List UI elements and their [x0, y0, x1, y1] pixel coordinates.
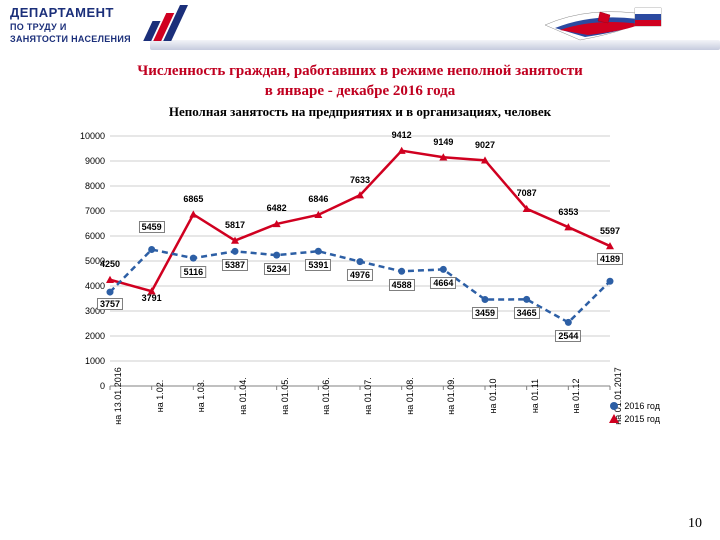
data-point-label: 6846: [308, 194, 328, 204]
data-point-label: 5459: [139, 221, 165, 233]
legend-item: 2016 год: [608, 400, 660, 412]
title-line2: в январе - декабре 2016 года: [265, 83, 455, 99]
data-point-label: 4664: [430, 277, 456, 289]
x-tick-label: на 01.10: [488, 378, 498, 413]
x-tick-label: на 01.05.: [280, 377, 290, 415]
y-tick-label: 1000: [85, 356, 105, 366]
data-point-label: 4189: [597, 253, 623, 265]
data-point-label: 5234: [264, 263, 290, 275]
data-point-label: 3791: [142, 293, 162, 303]
header-bar: ДЕПАРТАМЕНТ ПО ТРУДУ И ЗАНЯТОСТИ НАСЕЛЕН…: [0, 0, 720, 55]
data-point-label: 9149: [433, 137, 453, 147]
data-point-label: 5391: [305, 259, 331, 271]
x-tick-label: на 01.12: [571, 378, 581, 413]
logo-icon: [140, 5, 190, 45]
y-tick-label: 6000: [85, 231, 105, 241]
data-point-label: 6482: [267, 203, 287, 213]
legend-label: 2015 год: [624, 414, 660, 424]
x-tick-label: на 01.06.: [321, 377, 331, 415]
data-point-label: 3465: [514, 307, 540, 319]
employment-line-chart: 0100020003000400050006000700080009000100…: [50, 126, 670, 496]
y-tick-label: 0: [100, 381, 105, 391]
data-point-label: 4976: [347, 269, 373, 281]
data-point-label: 4250: [100, 259, 120, 269]
department-title: ДЕПАРТАМЕНТ: [10, 5, 131, 20]
y-tick-label: 8000: [85, 181, 105, 191]
department-sub1: ПО ТРУДУ И: [10, 22, 131, 32]
x-tick-label: на 01.08.: [405, 377, 415, 415]
department-block: ДЕПАРТАМЕНТ ПО ТРУДУ И ЗАНЯТОСТИ НАСЕЛЕН…: [10, 5, 131, 44]
page-title: Численность граждан, работавших в режиме…: [20, 61, 700, 102]
title-line1: Численность граждан, работавших в режиме…: [137, 63, 583, 79]
data-point-label: 6865: [183, 194, 203, 204]
data-point-label: 3757: [97, 298, 123, 310]
y-tick-label: 4000: [85, 281, 105, 291]
data-point-label: 2544: [555, 330, 581, 342]
data-point-label: 5387: [222, 259, 248, 271]
legend-item: 2015 год: [608, 413, 660, 425]
chart-subtitle: Неполная занятость на предприятиях и в о…: [0, 104, 720, 120]
x-tick-label: на 01.11: [530, 378, 540, 412]
legend-label: 2016 год: [624, 401, 660, 411]
x-tick-label: на 1.03.: [196, 379, 206, 412]
y-tick-label: 2000: [85, 331, 105, 341]
x-tick-label: на 01.04.: [238, 377, 248, 415]
data-point-label: 4588: [389, 279, 415, 291]
y-tick-label: 10000: [80, 131, 105, 141]
data-point-label: 5597: [600, 226, 620, 236]
data-point-label: 7087: [517, 188, 537, 198]
page-number: 10: [688, 516, 702, 532]
data-point-label: 9027: [475, 140, 495, 150]
x-tick-label: на 01.09.: [446, 377, 456, 415]
department-sub2: ЗАНЯТОСТИ НАСЕЛЕНИЯ: [10, 34, 131, 44]
data-point-label: 3459: [472, 307, 498, 319]
chart-legend: 2016 год 2015 год: [608, 399, 660, 426]
y-tick-label: 9000: [85, 156, 105, 166]
x-tick-label: на 01.07.: [363, 377, 373, 415]
y-tick-label: 7000: [85, 206, 105, 216]
data-point-label: 6353: [558, 207, 578, 217]
data-point-label: 7633: [350, 175, 370, 185]
data-point-label: 5817: [225, 220, 245, 230]
x-tick-label: на 13.01.2016: [113, 367, 123, 425]
x-tick-label: на 1.02.: [155, 379, 165, 412]
region-flag-icon: [540, 0, 690, 55]
data-point-label: 5116: [181, 266, 207, 278]
data-point-label: 9412: [392, 130, 412, 140]
